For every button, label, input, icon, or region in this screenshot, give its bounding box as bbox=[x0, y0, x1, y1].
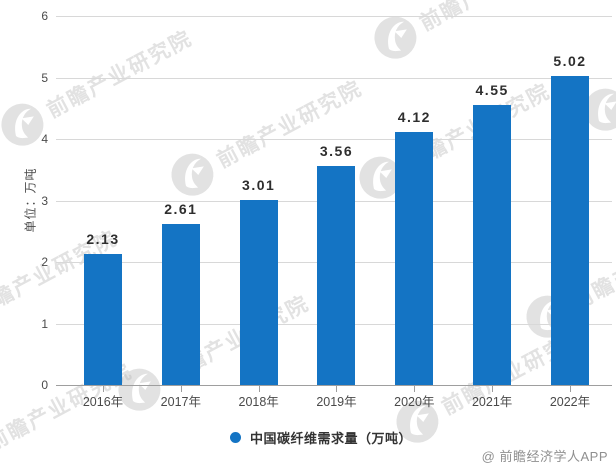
bar-value-label: 2.13 bbox=[86, 231, 120, 247]
bar-2017年 bbox=[161, 224, 200, 385]
x-tick-label: 2022年 bbox=[549, 395, 591, 409]
bar-value-label: 2.61 bbox=[164, 201, 198, 218]
x-tick-label: 2017年 bbox=[160, 395, 201, 409]
bar-value-label: 3.01 bbox=[242, 176, 276, 193]
y-tick-label: 1 bbox=[41, 316, 48, 331]
bar-2022年 bbox=[550, 76, 589, 385]
bar-2020年 bbox=[395, 131, 434, 385]
legend-marker-dot bbox=[229, 431, 241, 443]
y-tick-label: 2 bbox=[41, 255, 48, 269]
y-tick-label: 6 bbox=[41, 9, 48, 23]
attribution: @ 前瞻经济学人APP bbox=[481, 449, 608, 464]
bar-value-label: 5.02 bbox=[553, 53, 587, 70]
x-tick-mark bbox=[569, 386, 571, 392]
y-tick-label: 3 bbox=[41, 193, 48, 208]
bar-2019年 bbox=[317, 166, 356, 385]
gridline bbox=[56, 139, 612, 140]
y-tick-label: 4 bbox=[41, 132, 48, 146]
bar-2016年 bbox=[84, 254, 122, 385]
x-tick-label: 2021年 bbox=[471, 395, 513, 409]
bar-value-label: 3.56 bbox=[319, 143, 354, 160]
x-tick-mark bbox=[414, 386, 416, 392]
x-tick-label: 2019年 bbox=[316, 395, 357, 409]
x-tick-mark bbox=[180, 386, 182, 392]
bar-value-label: 4.55 bbox=[475, 82, 509, 99]
legend-label: 中国碳纤维需求量（万吨） bbox=[249, 430, 412, 446]
gridline bbox=[56, 16, 612, 17]
bar-2021年 bbox=[473, 105, 512, 385]
x-tick-mark bbox=[103, 386, 104, 392]
x-axis-line bbox=[56, 385, 612, 386]
x-tick-label: 2020年 bbox=[394, 395, 435, 409]
x-tick-label: 2018年 bbox=[238, 395, 279, 409]
y-tick-label: 5 bbox=[41, 70, 48, 85]
x-tick-label: 2016年 bbox=[82, 395, 124, 409]
y-tick-label: 0 bbox=[41, 378, 48, 392]
legend: 中国碳纤维需求量（万吨） bbox=[0, 427, 616, 447]
x-tick-mark bbox=[258, 386, 260, 392]
gridline bbox=[56, 77, 612, 79]
x-tick-mark bbox=[492, 386, 494, 392]
bar-value-label: 4.12 bbox=[397, 108, 431, 125]
x-tick-mark bbox=[336, 386, 338, 392]
bar-2018年 bbox=[239, 199, 278, 385]
